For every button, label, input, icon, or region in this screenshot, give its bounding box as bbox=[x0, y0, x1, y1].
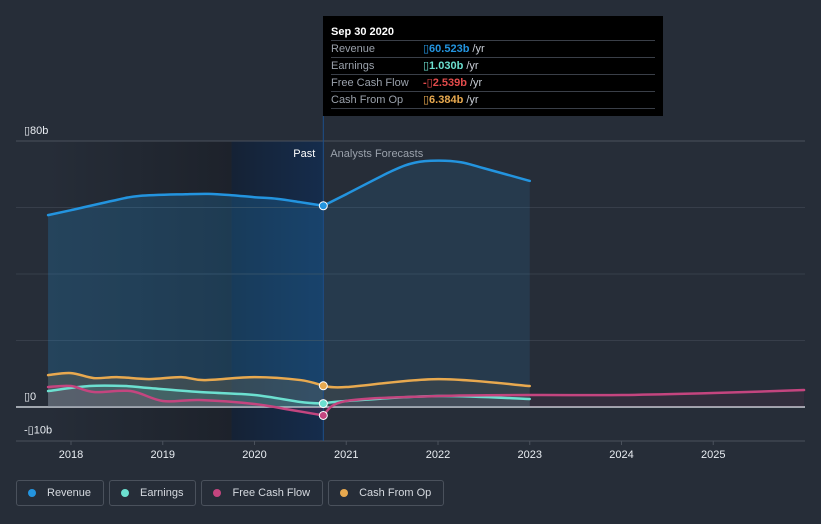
tooltip-date: Sep 30 2020 bbox=[331, 24, 655, 41]
past-highlight-bg bbox=[231, 141, 324, 441]
tooltip-label: Cash From Op bbox=[331, 94, 404, 106]
revenue-dot-icon bbox=[28, 489, 36, 497]
legend-label: Revenue bbox=[47, 487, 92, 499]
legend-label: Earnings bbox=[140, 487, 184, 499]
tooltip-value: ▯1.030b bbox=[423, 60, 464, 72]
tooltip-row-earnings: Earnings ▯1.030b /yr bbox=[331, 58, 655, 75]
y-tick-label: ▯0 bbox=[24, 391, 36, 403]
revenue-forecast-area bbox=[323, 160, 530, 407]
tooltip: Sep 30 2020 Revenue ▯60.523b /yr Earning… bbox=[323, 16, 663, 116]
earnings-past-line bbox=[46, 384, 325, 405]
x-tick-label: 2024 bbox=[609, 449, 633, 461]
legend-label: Cash From Op bbox=[359, 487, 432, 499]
legend-item-free-cash-flow[interactable]: Free Cash Flow bbox=[201, 480, 324, 506]
x-tick-label: 2023 bbox=[518, 449, 542, 461]
revenue-forecast-line bbox=[322, 159, 531, 208]
tooltip-value: -▯2.539b bbox=[423, 77, 467, 89]
cash-from-op-dot-icon bbox=[340, 489, 349, 497]
tooltip-label: Free Cash Flow bbox=[331, 77, 409, 89]
legend-item-cash-from-op[interactable]: Cash From Op bbox=[328, 480, 445, 506]
x-tick-label: 2021 bbox=[334, 449, 358, 461]
x-tick-label: 2018 bbox=[59, 449, 83, 461]
legend-item-revenue[interactable]: Revenue bbox=[16, 480, 105, 506]
free-cash-flow-forecast-line bbox=[322, 388, 806, 417]
x-tick-label: 2020 bbox=[242, 449, 266, 461]
earnings-dot-icon bbox=[121, 489, 130, 497]
cash-from-op-marker bbox=[318, 381, 328, 391]
x-tick-label: 2022 bbox=[426, 449, 450, 461]
revenue-marker bbox=[318, 201, 328, 211]
tooltip-row-free-cash-flow: Free Cash Flow -▯2.539b /yr bbox=[331, 75, 655, 92]
tooltip-row-cash-from-op: Cash From Op ▯6.384b /yr bbox=[331, 92, 655, 109]
tooltip-unit: /yr bbox=[472, 43, 485, 55]
tooltip-label: Earnings bbox=[331, 60, 375, 72]
cash-from-op-past-line bbox=[46, 371, 325, 388]
cash-from-op-forecast-line bbox=[322, 377, 531, 389]
free-cash-flow-past-line bbox=[46, 384, 325, 417]
earnings-marker bbox=[318, 399, 328, 409]
tooltip-label: Revenue bbox=[331, 43, 376, 55]
y-tick-label: ▯80b bbox=[24, 125, 48, 137]
tooltip-value: ▯6.384b bbox=[423, 94, 464, 106]
free-cash-flow-marker bbox=[318, 410, 328, 420]
forecast-region-label: Analysts Forecasts bbox=[330, 148, 423, 160]
tooltip-unit: /yr bbox=[469, 77, 483, 89]
x-tick-label: 2019 bbox=[151, 449, 175, 461]
tooltip-unit: /yr bbox=[466, 60, 479, 72]
y-tick-label: -▯10b bbox=[24, 424, 52, 436]
tooltip-unit: /yr bbox=[466, 94, 479, 106]
past-region-label: Past bbox=[293, 148, 315, 160]
legend: Revenue Earnings Free Cash Flow Cash Fro… bbox=[16, 480, 445, 506]
legend-label: Free Cash Flow bbox=[232, 487, 311, 499]
tooltip-value: ▯60.523b bbox=[423, 43, 470, 55]
tooltip-row-revenue: Revenue ▯60.523b /yr bbox=[331, 41, 655, 58]
x-tick-label: 2025 bbox=[701, 449, 725, 461]
free-cash-flow-dot-icon bbox=[213, 489, 222, 497]
revenue-past-line bbox=[46, 192, 325, 217]
legend-item-earnings[interactable]: Earnings bbox=[109, 480, 197, 506]
earnings-forecast-area bbox=[323, 396, 530, 407]
revenue-past-area bbox=[48, 193, 324, 407]
